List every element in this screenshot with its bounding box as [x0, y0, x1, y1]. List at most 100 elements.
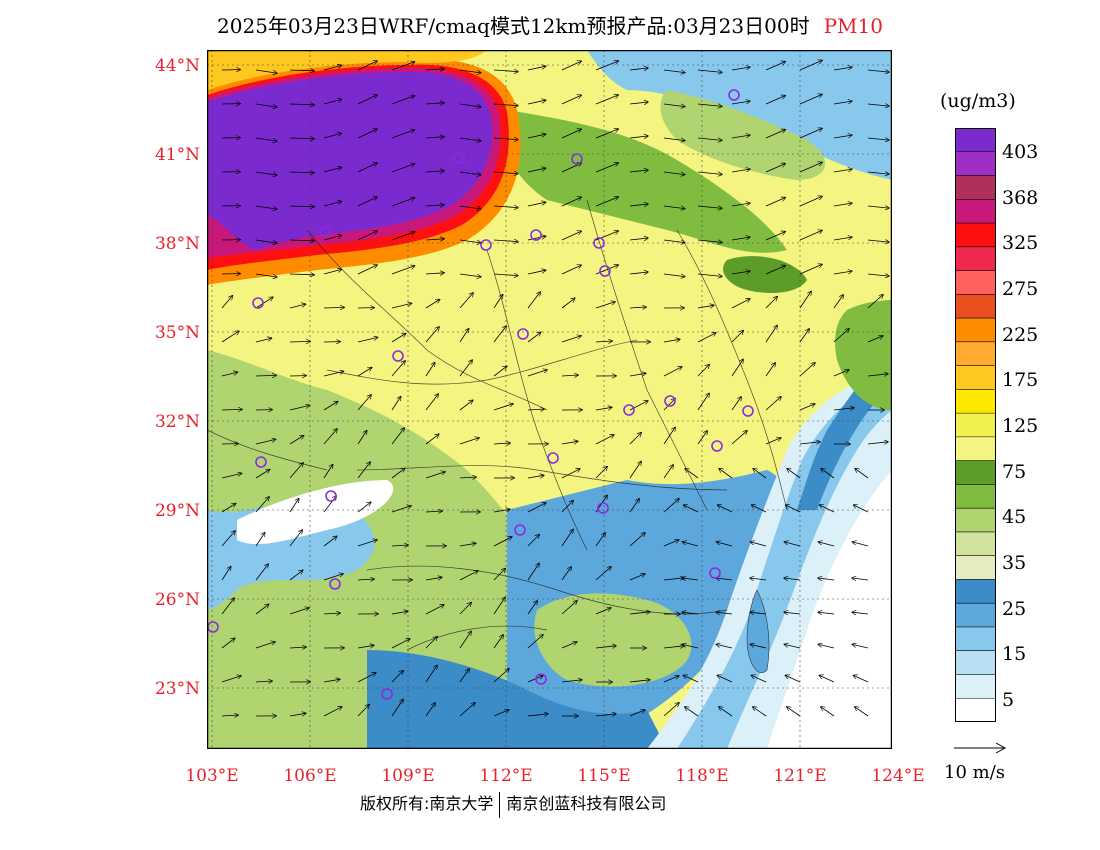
wind-vector [425, 472, 445, 479]
wind-vector [731, 271, 750, 275]
wind-vector [459, 360, 472, 377]
wind-vector [459, 137, 481, 141]
wind-vector [663, 273, 685, 277]
colorbar-segment [955, 531, 996, 557]
wind-vector [391, 198, 415, 207]
wind-vector [833, 329, 849, 343]
city-marker [530, 229, 542, 241]
wind-vector [867, 240, 889, 242]
north-green-region [504, 110, 787, 253]
wind-vector [697, 137, 722, 140]
wind-vector [323, 371, 344, 377]
wind-vector [697, 393, 709, 411]
wind-vector [833, 203, 852, 207]
colorbar-segment [955, 318, 996, 343]
wind-vector [425, 171, 444, 172]
city-marker [329, 578, 341, 590]
wind-vector [425, 577, 442, 581]
wind-vector [493, 635, 503, 649]
wind-vector [697, 305, 714, 309]
wind-vector [561, 567, 571, 581]
wind-vector [527, 475, 544, 479]
colorbar-label-325: 325 [1002, 232, 1039, 254]
wind-vector [527, 601, 537, 615]
wind-vector [719, 707, 733, 717]
wind-vector [527, 563, 539, 581]
colorbar-segment [955, 270, 996, 295]
wind-vector [731, 101, 750, 105]
wind-vector [731, 359, 743, 377]
wind-vector [867, 206, 889, 208]
wind-vector [221, 598, 234, 615]
wind-vector [765, 232, 785, 241]
wind-vector [765, 363, 775, 377]
wind-vector [595, 302, 615, 309]
colorbar-segment [955, 246, 996, 272]
wind-vector [867, 172, 889, 174]
wind-vector [357, 645, 374, 649]
wind-vector [221, 372, 238, 377]
wind-vector [425, 363, 435, 377]
wind-vector [323, 269, 341, 275]
wind-vector [799, 291, 811, 309]
wind-vector [752, 505, 767, 513]
wind-vector [255, 239, 277, 243]
wind-vector [323, 133, 341, 139]
wind-vector [527, 409, 544, 410]
colorbar-segment [955, 650, 996, 675]
colorbar-label-225: 225 [1002, 324, 1039, 346]
wind-vector [527, 236, 546, 241]
wind-vector [697, 103, 722, 106]
wind-vector [255, 375, 276, 376]
wind-vector [663, 399, 675, 411]
lon-label-124: 124°E [871, 766, 925, 786]
wind-vector [357, 163, 377, 173]
wind-vector [221, 473, 242, 479]
wind-vector [357, 368, 372, 377]
wind-vector [221, 331, 239, 343]
wind-vector [663, 646, 684, 648]
wind-vector [561, 95, 581, 105]
wind-vector [357, 197, 377, 207]
wind-vector [799, 264, 822, 275]
city-marker [392, 350, 404, 362]
map-frame [207, 50, 892, 749]
colorbar [955, 128, 996, 722]
wind-vector [493, 172, 518, 174]
wind-vector [391, 164, 415, 173]
wind-vector [561, 501, 573, 513]
wind-vector [391, 334, 406, 343]
wind-vector [425, 605, 444, 615]
wind-vector [357, 705, 369, 717]
wind-vector [855, 707, 869, 717]
wind-vector [459, 477, 476, 478]
wind-vector [595, 129, 618, 139]
wind-vector [425, 327, 439, 343]
wind-vector [629, 373, 646, 377]
wind-vector [527, 503, 546, 513]
colorbar-segment [955, 555, 996, 580]
wind-vector [255, 470, 270, 479]
wind-vector [323, 679, 340, 683]
wind-vector [799, 404, 815, 411]
lon-label-103: 103°E [185, 766, 239, 786]
wind-vector [629, 136, 648, 138]
wind-vector [682, 578, 699, 580]
wind-vector [527, 370, 547, 377]
wind-vector [799, 196, 822, 207]
colorbar-label-15: 15 [1002, 643, 1027, 665]
wind-vector [493, 569, 505, 581]
colorbar-label-368: 368 [1002, 187, 1039, 209]
wind-vector [323, 167, 341, 173]
wind-vector [731, 431, 747, 445]
wind-vector [595, 435, 614, 445]
colorbar-label-403: 403 [1002, 141, 1039, 163]
wind-vector [765, 397, 781, 411]
wind-vector [799, 442, 820, 444]
wind-vector [391, 699, 403, 717]
wind-vector [255, 533, 265, 547]
wind-vector [561, 642, 577, 649]
wind-vector [833, 135, 852, 139]
wind-vector [459, 400, 473, 411]
wind-vector [391, 671, 403, 683]
